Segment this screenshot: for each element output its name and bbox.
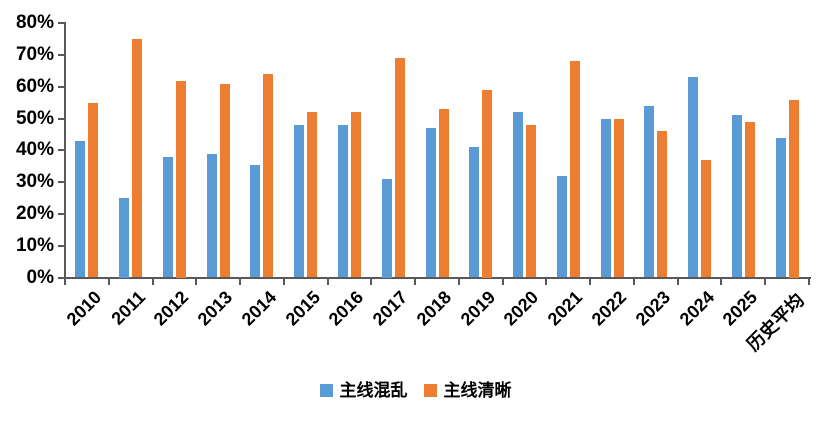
bar-2021-series1	[556, 175, 567, 278]
y-axis-tick	[58, 22, 65, 25]
y-tick-label: 70%	[15, 44, 54, 66]
x-axis-tick	[589, 279, 592, 285]
x-axis-tick	[370, 279, 373, 285]
legend-label: 主线清晰	[443, 381, 512, 400]
y-tick-label: 20%	[15, 202, 54, 224]
x-axis-tick	[676, 279, 679, 285]
bar-历史平均-series2	[788, 99, 799, 278]
bar-2012-series1	[162, 156, 173, 278]
y-axis-tick	[58, 149, 65, 152]
x-axis-tick	[501, 279, 504, 285]
bar-2013-series2	[219, 83, 230, 278]
legend-label: 主线混乱	[339, 381, 408, 400]
bar-2016-series1	[338, 124, 348, 278]
bar-2020-series1	[513, 112, 523, 278]
chart-legend: 主线混乱 主线清晰	[0, 382, 831, 399]
bar-2025-series1	[731, 115, 742, 278]
bar-2022-series1	[600, 118, 611, 278]
x-axis-label: 2016	[325, 287, 368, 330]
y-tick-label: 80%	[15, 12, 54, 34]
y-tick-label: 40%	[15, 139, 54, 161]
x-axis-label: 2019	[456, 287, 499, 330]
legend-swatch-icon	[319, 384, 333, 397]
y-axis-tick	[58, 276, 65, 279]
x-axis-label: 2010	[62, 287, 106, 330]
x-axis-tick	[457, 279, 460, 285]
x-axis-tick	[764, 279, 767, 285]
y-axis-tick	[58, 212, 65, 215]
bar-2018-series2	[438, 109, 449, 278]
bar-2022-series2	[613, 118, 624, 278]
x-axis-tick	[64, 279, 66, 285]
bar-2020-series2	[526, 124, 536, 278]
bar-2014-series1	[250, 164, 261, 278]
x-axis-tick	[282, 279, 285, 285]
bar-2018-series1	[425, 128, 436, 278]
bar-2016-series2	[351, 112, 361, 278]
x-axis-label: 2012	[150, 287, 193, 330]
x-axis-label: 2018	[412, 287, 456, 330]
bar-2024-series2	[701, 159, 712, 278]
x-axis-tick	[107, 279, 110, 285]
x-axis-tick	[720, 279, 723, 285]
x-axis-label: 2024	[675, 287, 718, 330]
x-axis-label: 2017	[368, 287, 412, 330]
x-axis-tick	[326, 279, 329, 285]
bar-2012-series2	[175, 80, 186, 278]
x-axis-tick	[632, 279, 635, 285]
x-axis-tick	[195, 279, 198, 285]
y-tick-label: 10%	[15, 234, 54, 256]
x-axis-label: 2021	[543, 287, 587, 330]
bar-2023-series2	[657, 131, 668, 278]
bar-历史平均-series1	[775, 137, 786, 278]
legend-swatch-icon	[423, 384, 437, 397]
y-tick-label: 60%	[15, 75, 54, 97]
bar-2015-series1	[294, 124, 305, 278]
bar-2017-series2	[394, 58, 405, 278]
bar-2019-series1	[469, 147, 480, 278]
y-tick-label: 50%	[15, 107, 54, 129]
bar-2015-series2	[307, 112, 318, 278]
bar-2013-series1	[206, 153, 217, 278]
bar-2024-series1	[688, 77, 699, 278]
y-tick-label: 0%	[26, 266, 54, 288]
x-axis-label: 2013	[193, 287, 237, 330]
bar-2010-series1	[75, 140, 86, 278]
x-axis-label: 2015	[281, 287, 324, 330]
bar-2021-series2	[569, 61, 580, 278]
bar-2019-series2	[482, 90, 493, 278]
bar-2011-series2	[132, 39, 143, 278]
x-axis-label: 2020	[500, 287, 543, 330]
y-tick-label: 30%	[15, 171, 54, 193]
y-axis-line	[64, 22, 66, 280]
bar-2017-series1	[381, 179, 392, 278]
y-axis-tick	[58, 85, 65, 88]
y-axis-tick	[58, 244, 65, 247]
x-axis-tick	[151, 279, 154, 285]
x-axis-label: 2011	[106, 287, 149, 329]
bar-2010-series2	[88, 102, 99, 278]
y-axis-tick	[58, 54, 65, 57]
bar-2025-series2	[744, 121, 755, 278]
x-axis-label: 2014	[237, 287, 281, 330]
legend-item: 主线清晰	[423, 381, 512, 400]
x-axis-label: 2023	[631, 287, 674, 330]
x-axis-label: 2022	[587, 287, 631, 330]
bar-2011-series1	[119, 198, 130, 278]
x-axis-tick	[239, 279, 242, 285]
x-axis-tick	[414, 279, 417, 285]
y-axis-tick	[58, 117, 65, 120]
x-axis-tick	[808, 279, 810, 285]
bar-2023-series1	[644, 105, 655, 278]
x-axis-line	[64, 277, 811, 279]
legend-item: 主线混乱	[319, 381, 408, 400]
y-axis-tick	[58, 181, 65, 184]
x-axis-tick	[545, 279, 548, 285]
bar-2014-series2	[263, 74, 274, 278]
